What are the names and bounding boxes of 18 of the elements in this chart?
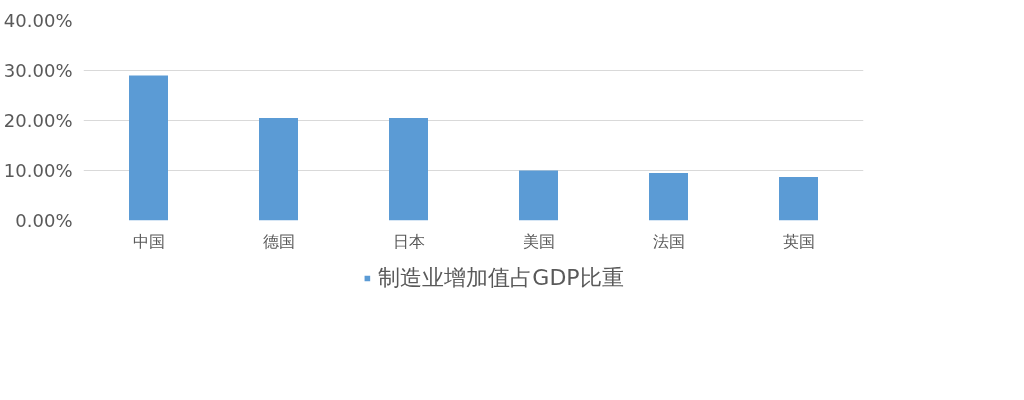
bar xyxy=(649,173,688,221)
bar xyxy=(779,177,818,221)
x-tick-label: 中国 xyxy=(132,231,165,251)
x-tick-label: 德国 xyxy=(262,231,295,251)
bar xyxy=(389,118,428,221)
y-tick-label: 20.00% xyxy=(3,110,73,131)
x-tick-label: 日本 xyxy=(392,231,425,251)
bar xyxy=(129,75,168,221)
x-tick-label: 美国 xyxy=(522,231,555,251)
y-tick-label: 30.00% xyxy=(3,60,73,81)
x-tick-label: 英国 xyxy=(782,231,815,251)
y-tick-label: 40.00% xyxy=(3,10,73,31)
bar xyxy=(519,170,558,221)
y-tick-label: 10.00% xyxy=(3,160,73,181)
y-tick-label: 0.00% xyxy=(15,210,73,231)
bar xyxy=(259,118,298,221)
legend-label: 制造业增加值占GDP比重 xyxy=(378,264,624,292)
x-tick-label: 法国 xyxy=(652,231,685,251)
